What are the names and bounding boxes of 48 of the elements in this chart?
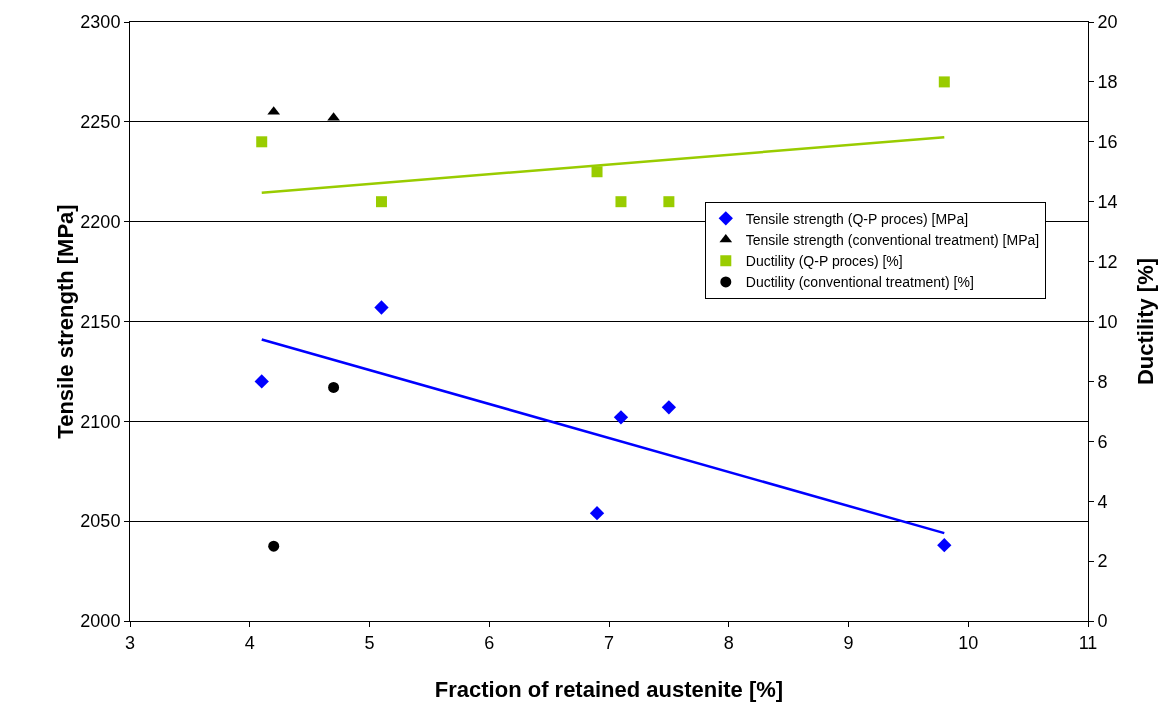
y2-tick-label: 10 (1097, 311, 1118, 332)
y-tick-label: 2050 (80, 511, 121, 532)
x-tick-label: 7 (603, 632, 615, 653)
point (938, 76, 950, 88)
point (268, 540, 280, 552)
x-tick-label: 3 (124, 632, 136, 653)
point (254, 374, 269, 389)
x-tick-label: 4 (244, 632, 255, 653)
point (256, 136, 268, 148)
legend-label: Ductility (conventional treatment) [%] (745, 274, 974, 291)
x-tick-label: 11 (1078, 632, 1098, 653)
y2-tick-label: 12 (1097, 251, 1118, 272)
y2-tick-label: 4 (1097, 491, 1108, 512)
y-tick-label: 2100 (80, 411, 121, 432)
point (589, 506, 605, 521)
point (328, 381, 340, 393)
legend-label: Ductility (Q-P proces) [%] (745, 253, 903, 270)
legend-label: Tensile strength (conventional treatment) [MPa] (745, 231, 1040, 248)
x-tick-label: 8 (723, 632, 734, 653)
y-axis-title: Tensile strength [MPa] (53, 204, 79, 439)
point (663, 196, 675, 208)
y2-tick-label: 6 (1097, 431, 1108, 452)
x-tick-label: 6 (484, 632, 495, 653)
point (375, 196, 387, 208)
y2-axis-title: Ductility [%] (1133, 257, 1158, 386)
y2-tick-label: 0 (1097, 611, 1108, 632)
x-axis-title: Fraction of retained austenite [%] (434, 677, 784, 702)
y2-tick-label: 20 (1097, 12, 1118, 33)
y-tick-label: 2150 (80, 311, 121, 332)
point (374, 300, 389, 315)
y2-tick-label: 8 (1097, 371, 1108, 392)
y2-tick-label: 14 (1097, 192, 1118, 212)
y-tick-label: 2300 (80, 12, 121, 33)
x-tick-label: 9 (843, 632, 854, 653)
y-tick-label: 2200 (80, 211, 121, 232)
y-tick-label: 2250 (80, 112, 121, 133)
point (591, 166, 603, 178)
y-tick-label: 2000 (80, 611, 121, 632)
point (613, 410, 629, 425)
x-tick-label: 5 (364, 632, 375, 653)
legend-label: Tensile strength (Q-P proces) [MPa] (745, 210, 969, 227)
y2-tick-label: 16 (1097, 132, 1118, 153)
y2-tick-label: 2 (1097, 551, 1108, 572)
point (661, 400, 677, 415)
x-tick-label: 10 (958, 632, 979, 653)
point (937, 537, 952, 553)
point (615, 196, 627, 208)
y2-tick-label: 18 (1097, 72, 1118, 93)
